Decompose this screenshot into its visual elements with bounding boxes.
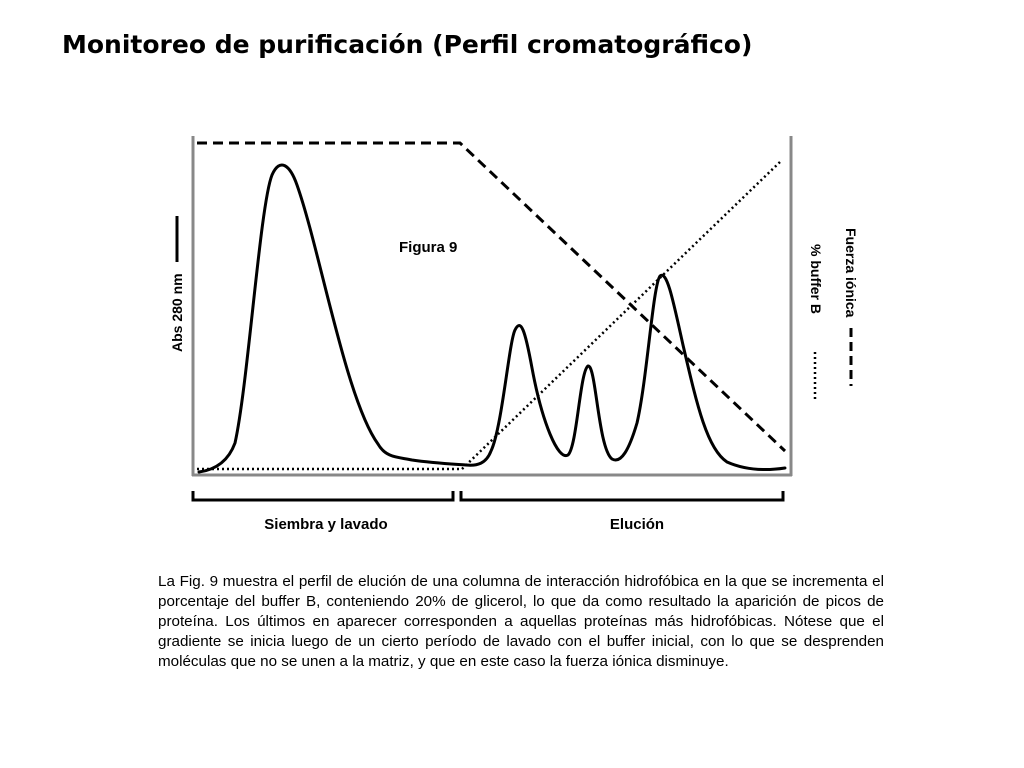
y-axis-right-label-buffer: % buffer B	[808, 244, 824, 314]
buffer-b-curve	[197, 160, 782, 471]
y-axis-right-label-ionic: Fuerza iónica	[843, 228, 859, 318]
bracket-elution	[459, 491, 785, 502]
figure-label: Figura 9	[399, 239, 457, 256]
y-axis-left-label: Abs 280 nm	[169, 273, 185, 352]
absorbance-curve	[197, 163, 787, 474]
bracket-loading	[191, 491, 455, 502]
page-title: Monitoreo de purificación (Perfil cromat…	[62, 30, 753, 59]
ionic-strength-curve	[197, 141, 787, 453]
figure-caption: La Fig. 9 muestra el perfil de elución d…	[158, 573, 884, 670]
segment-label-loading: Siembra y lavado	[264, 516, 387, 533]
segment-label-elution: Elución	[610, 516, 664, 533]
